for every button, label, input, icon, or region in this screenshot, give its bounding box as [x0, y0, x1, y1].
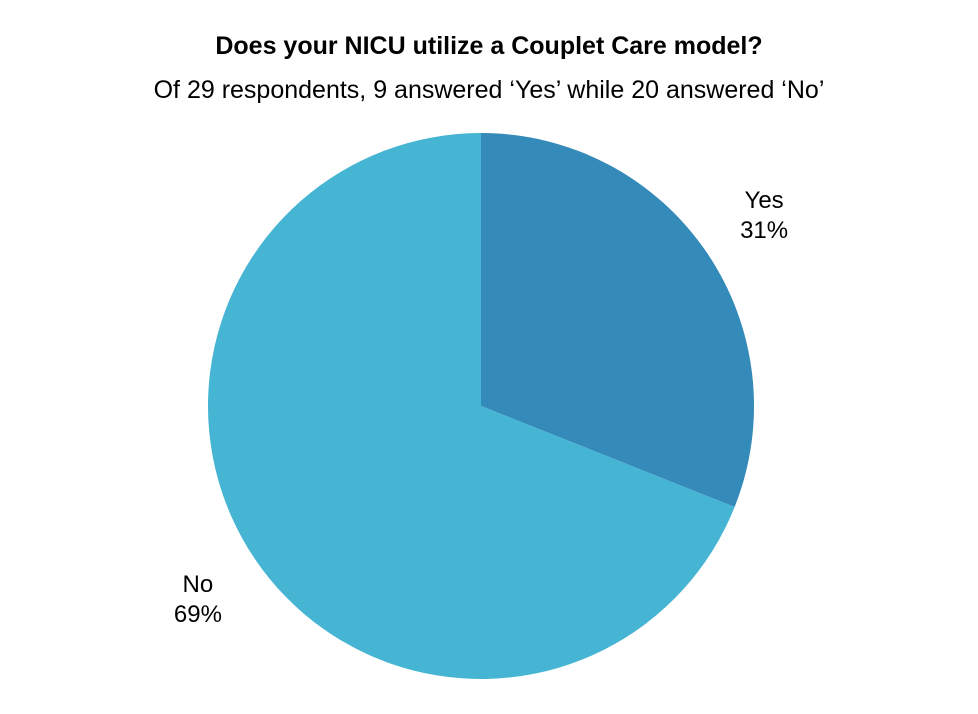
slice-percent-no: 69%	[174, 601, 222, 628]
pie-labels: Yes 31% No 69%	[174, 187, 788, 628]
pie-slices	[208, 133, 755, 679]
pie-slice-no	[208, 133, 735, 679]
slice-label-no: No	[183, 571, 214, 598]
slice-percent-yes: 31%	[740, 217, 788, 244]
slice-label-yes: Yes	[745, 187, 784, 214]
chart-subtitle: Of 29 respondents, 9 answered ‘Yes’ whil…	[153, 76, 825, 104]
chart-title: Does your NICU utilize a Couplet Care mo…	[215, 32, 763, 60]
pie-slice-yes	[481, 133, 755, 508]
